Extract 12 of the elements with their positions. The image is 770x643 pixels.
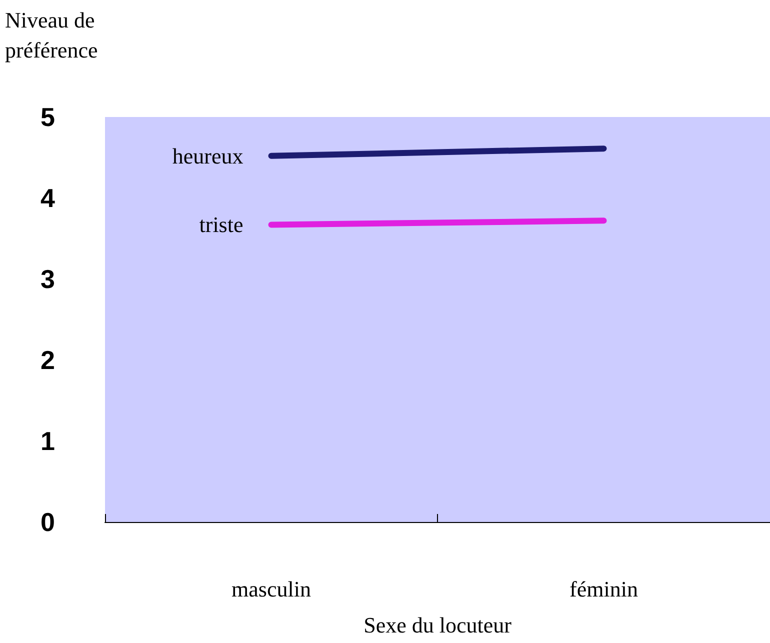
y-tick-label: 3 — [40, 264, 55, 294]
y-tick-label: 1 — [40, 426, 55, 456]
y-tick-label: 2 — [40, 345, 55, 375]
series-label: triste — [199, 212, 244, 238]
y-axis-title: Niveau de préférence — [5, 8, 98, 62]
x-tick-label: féminin — [570, 576, 638, 602]
y-tick-label: 5 — [40, 102, 55, 132]
y-tick-label: 0 — [40, 507, 55, 537]
y-tick-label: 4 — [40, 183, 56, 213]
series-label: heureux — [172, 143, 244, 168]
x-axis-title: Sexe du locuteur — [364, 612, 512, 638]
x-tick-label: masculin — [232, 576, 311, 602]
